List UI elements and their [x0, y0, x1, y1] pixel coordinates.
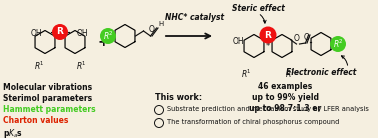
Text: Sterimol parameters: Sterimol parameters [3, 94, 92, 103]
Text: Electronic effect: Electronic effect [286, 68, 356, 77]
Text: Molecular vibrations: Molecular vibrations [3, 83, 92, 92]
Text: Substrate prediction and mechanism study by LFER analysis: Substrate prediction and mechanism study… [167, 106, 369, 112]
Text: $R^2$: $R^2$ [102, 30, 113, 42]
Text: p$\mathit{K}_a$s: p$\mathit{K}_a$s [3, 127, 23, 138]
Circle shape [52, 24, 68, 40]
Text: This work:: This work: [155, 93, 202, 102]
Circle shape [100, 28, 116, 44]
Circle shape [260, 26, 276, 43]
Text: 46 examples: 46 examples [258, 82, 312, 91]
Text: OH: OH [31, 30, 43, 39]
Text: O: O [149, 25, 154, 34]
Text: OH: OH [232, 36, 244, 46]
Text: OH: OH [77, 30, 88, 39]
Circle shape [330, 36, 346, 52]
Text: up to 98.7:1.3 er: up to 98.7:1.3 er [249, 104, 321, 113]
Text: *: * [266, 43, 270, 51]
Text: H: H [158, 21, 164, 27]
Text: R: R [57, 27, 64, 36]
Text: $R^1$: $R^1$ [34, 60, 45, 72]
Text: $R^1$: $R^1$ [285, 68, 296, 80]
Text: R: R [265, 30, 271, 39]
Text: $R^1$: $R^1$ [240, 68, 251, 80]
Text: $R^1$: $R^1$ [76, 60, 87, 72]
Text: Charton values: Charton values [3, 116, 68, 125]
Text: Steric effect: Steric effect [232, 4, 284, 13]
Text: up to 99% yield: up to 99% yield [251, 93, 319, 102]
Text: $R^2$: $R^2$ [333, 38, 344, 50]
Text: The transformation of chiral phosphorus compound: The transformation of chiral phosphorus … [167, 119, 339, 125]
Text: +: + [97, 35, 109, 49]
Text: NHC* catalyst: NHC* catalyst [166, 14, 225, 22]
Text: O: O [294, 34, 299, 43]
Text: O: O [304, 33, 310, 42]
Text: Hammett parameters: Hammett parameters [3, 105, 96, 114]
